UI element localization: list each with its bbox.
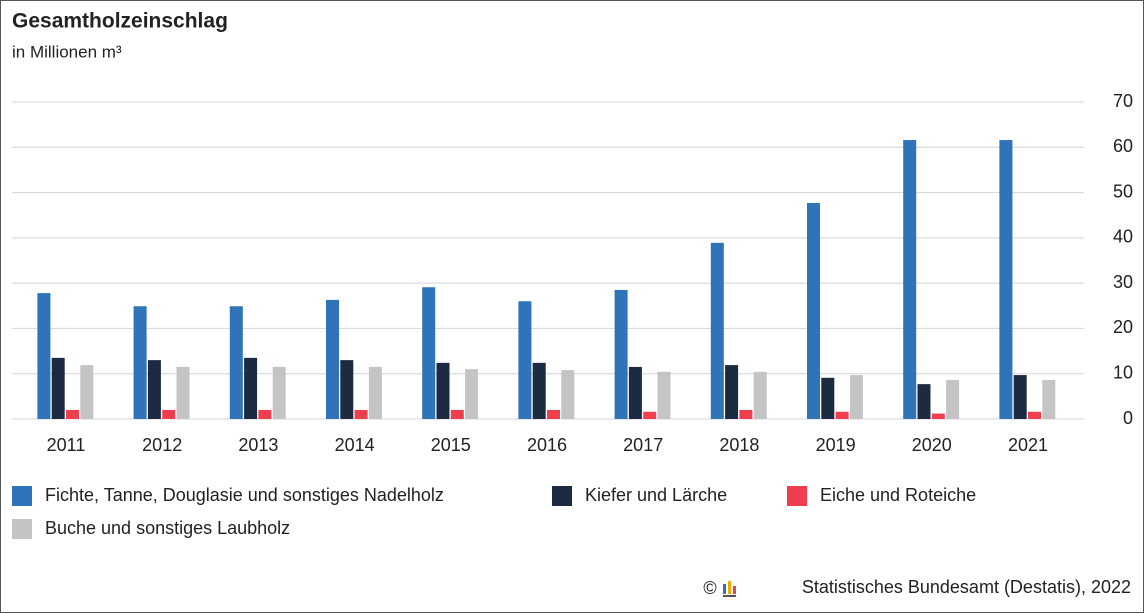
x-tick-label: 2017 (623, 435, 663, 455)
bar (244, 357, 258, 419)
bar (849, 375, 863, 419)
bar (532, 362, 546, 419)
y-tick-label: 0 (1123, 408, 1133, 428)
bar (547, 409, 560, 419)
y-tick-label: 30 (1113, 272, 1133, 292)
x-tick-label: 2016 (527, 435, 567, 455)
bar (229, 306, 243, 419)
bar (807, 202, 820, 419)
bar (753, 371, 767, 419)
source: Statistisches Bundesamt (Destatis), 2022 (802, 577, 1131, 597)
bar (1028, 411, 1041, 419)
x-tick-label: 2011 (47, 435, 86, 455)
y-tick-label: 10 (1113, 362, 1133, 382)
bar (657, 371, 671, 419)
x-tick-label: 2015 (431, 435, 471, 455)
bar (422, 287, 436, 419)
x-tick-label: 2021 (1008, 435, 1048, 455)
bar (450, 409, 464, 419)
bar (725, 365, 739, 419)
bar (368, 366, 382, 419)
source-logo (723, 581, 736, 597)
bar (80, 365, 94, 419)
legend-label: Fichte, Tanne, Douglasie und sonstiges N… (45, 485, 444, 505)
legend-swatch (12, 519, 32, 539)
copyright: © (703, 578, 716, 598)
bar (258, 409, 272, 419)
legend-swatch (552, 486, 572, 506)
bar (1013, 375, 1027, 419)
x-tick-label: 2020 (912, 435, 952, 455)
bar (628, 366, 642, 419)
bar (147, 360, 161, 419)
legend-label: Kiefer und Lärche (585, 485, 727, 505)
bar (821, 377, 835, 419)
y-tick-label: 40 (1113, 227, 1133, 247)
bar (326, 299, 339, 419)
bar (710, 242, 724, 419)
x-tick-label: 2018 (719, 435, 759, 455)
bar (354, 409, 368, 419)
bar (946, 380, 960, 419)
legend-label: Buche und sonstiges Laubholz (45, 518, 290, 538)
y-tick-label: 50 (1113, 181, 1133, 201)
bar (643, 411, 657, 419)
bar (1042, 380, 1056, 419)
legend-label: Eiche und Roteiche (820, 485, 976, 505)
y-tick-label: 60 (1113, 136, 1133, 156)
bar (162, 409, 176, 419)
bar (739, 409, 753, 419)
bar (931, 413, 945, 419)
bar (51, 357, 65, 419)
legend-swatch (12, 486, 32, 506)
bar (917, 384, 931, 419)
bar (835, 411, 849, 419)
x-tick-label: 2012 (142, 435, 182, 455)
chart-title: Gesamtholzeinschlag (12, 10, 228, 33)
bar (903, 140, 917, 420)
bar (133, 306, 147, 419)
bar (561, 370, 575, 419)
bar (272, 366, 286, 419)
bar (614, 289, 628, 419)
bar (518, 301, 532, 419)
x-tick-label: 2013 (238, 435, 278, 455)
bar (999, 140, 1013, 420)
x-tick-label: 2019 (816, 435, 856, 455)
bar (436, 362, 450, 419)
y-tick-label: 20 (1113, 317, 1133, 337)
bar (465, 369, 479, 419)
bar (340, 360, 354, 419)
bar (176, 366, 190, 419)
chart-subtitle: in Millionen m³ (12, 42, 122, 61)
bar (66, 409, 79, 419)
legend-swatch (787, 486, 807, 506)
bar (37, 293, 51, 419)
x-tick-label: 2014 (335, 435, 375, 455)
y-tick-label: 70 (1113, 91, 1133, 111)
